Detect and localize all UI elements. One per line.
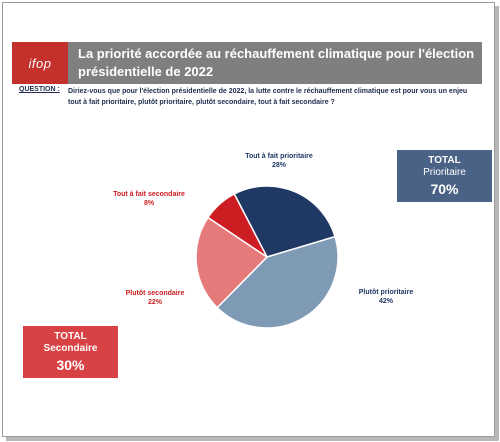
slice-value-0: 28% bbox=[272, 162, 287, 169]
total-secondaire-heading: TOTAL bbox=[54, 331, 87, 342]
slice-value-1: 42% bbox=[379, 298, 394, 305]
total-prioritaire-heading: TOTAL bbox=[428, 155, 461, 166]
slice-value-3: 8% bbox=[144, 200, 155, 207]
slice-label-3: Tout à fait secondaire bbox=[113, 191, 185, 198]
ifop-logo: ifop bbox=[12, 42, 68, 84]
total-prioritaire-box: TOTAL Prioritaire 70% bbox=[397, 150, 492, 202]
slice-label-2: Plutôt secondaire bbox=[126, 290, 185, 297]
slice-label-0: Tout à fait prioritaire bbox=[245, 153, 313, 160]
pie-slice-3 bbox=[206, 192, 268, 258]
slice-label-1: Plutôt prioritaire bbox=[359, 289, 414, 296]
question-text: Diriez-vous que pour l'élection présiden… bbox=[68, 88, 468, 106]
question-label: QUESTION : bbox=[19, 86, 60, 93]
title-banner bbox=[12, 42, 482, 84]
total-secondaire-box: TOTAL Secondaire 30% bbox=[23, 326, 118, 378]
total-secondaire-label: Secondaire bbox=[43, 343, 98, 354]
pie-slice-0 bbox=[233, 185, 336, 258]
pie-slice-2 bbox=[195, 216, 269, 309]
page-title: La priorité accordée au réchauffement cl… bbox=[78, 46, 475, 79]
pie-slice-1 bbox=[216, 235, 339, 329]
total-secondaire-value: 30% bbox=[56, 357, 85, 373]
total-prioritaire-value: 70% bbox=[430, 181, 459, 197]
total-prioritaire-label: Prioritaire bbox=[423, 167, 466, 178]
slice-value-2: 22% bbox=[148, 299, 163, 306]
